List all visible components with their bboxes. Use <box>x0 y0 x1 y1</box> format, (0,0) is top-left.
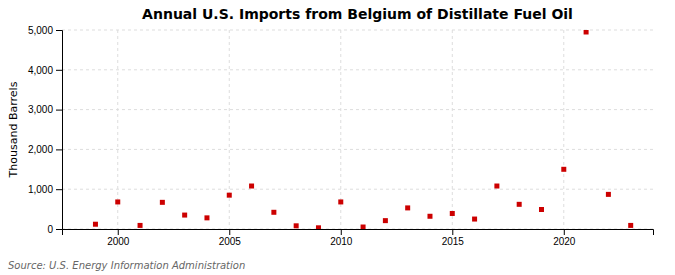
tick-mark <box>56 70 62 71</box>
tick: 5,000 <box>28 25 62 36</box>
point <box>561 167 566 172</box>
grid-line <box>452 30 453 229</box>
point <box>271 210 276 215</box>
tick-mark <box>56 30 62 31</box>
grid-line <box>563 30 564 229</box>
point <box>405 205 410 210</box>
tick: 2015 <box>442 229 465 247</box>
tick-label: 2000 <box>107 236 130 247</box>
tick: 2000 <box>107 229 130 247</box>
tick-mark <box>341 229 342 235</box>
point <box>606 192 611 197</box>
tick: 2,000 <box>28 144 62 155</box>
grid-line <box>62 149 653 150</box>
chart: 2000 2005 2010 2015 2020 0 1,000 2,000 3,000 4,00… <box>0 0 675 275</box>
point <box>160 200 165 205</box>
tick-label: 5,000 <box>28 25 53 36</box>
point <box>517 202 522 207</box>
tick: 3,000 <box>28 104 62 115</box>
point <box>249 184 254 189</box>
grid <box>62 30 653 229</box>
tick-label: 1,000 <box>28 184 53 195</box>
tick: 0 <box>47 224 62 235</box>
point <box>338 199 343 204</box>
axis-line <box>56 31 63 230</box>
point <box>227 193 232 198</box>
tick-mark <box>229 229 230 235</box>
grid-line <box>62 30 653 31</box>
tick-label: 2,000 <box>28 144 53 155</box>
y-axis-title: Thousand Barrels <box>7 81 20 178</box>
point <box>182 213 187 218</box>
y-axis: 0 1,000 2,000 3,000 4,000 5,000 <box>28 25 63 235</box>
title: Annual U.S. Imports from Belgium of Dist… <box>142 6 573 22</box>
grid-line <box>117 30 118 229</box>
grid-line <box>229 30 230 229</box>
point <box>494 184 499 189</box>
point <box>294 223 299 228</box>
tick: 2010 <box>330 229 353 247</box>
tick-mark <box>56 110 62 111</box>
point <box>93 222 98 227</box>
point <box>383 218 388 223</box>
point <box>584 30 589 34</box>
tick-mark <box>56 229 62 230</box>
grid-line <box>62 69 653 70</box>
grid-line <box>340 30 341 229</box>
point <box>427 214 432 219</box>
axis-line <box>63 230 654 236</box>
plot-area: 2000 2005 2010 2015 2020 0 1,000 2,000 3,000 4,00… <box>28 25 654 247</box>
grid-line <box>62 109 653 110</box>
tick: 4,000 <box>28 65 62 76</box>
x-axis: 2000 2005 2010 2015 2020 <box>63 229 654 247</box>
point <box>138 223 143 228</box>
tick-label: 4,000 <box>28 65 53 76</box>
tick-mark <box>452 229 453 235</box>
tick-label: 2010 <box>330 236 353 247</box>
tick-label: 2020 <box>553 236 576 247</box>
tick: 1,000 <box>28 184 62 195</box>
tick: 2005 <box>219 229 242 247</box>
point <box>204 215 209 220</box>
tick-mark <box>118 229 119 235</box>
point <box>450 211 455 216</box>
source: Source: U.S. Energy Information Administ… <box>8 260 245 271</box>
tick-label: 3,000 <box>28 104 53 115</box>
point <box>472 217 477 222</box>
tick-mark <box>56 149 62 150</box>
grid-line <box>62 189 653 190</box>
tick-label: 0 <box>47 224 53 235</box>
tick: 2020 <box>553 229 576 247</box>
tick-mark <box>56 189 62 190</box>
tick-label: 2005 <box>219 236 242 247</box>
point <box>316 225 321 229</box>
point <box>115 199 120 204</box>
marks <box>93 30 633 229</box>
point <box>361 225 366 229</box>
tick-mark <box>564 229 565 235</box>
point <box>628 223 633 228</box>
tick-label: 2015 <box>442 236 465 247</box>
point <box>539 207 544 212</box>
